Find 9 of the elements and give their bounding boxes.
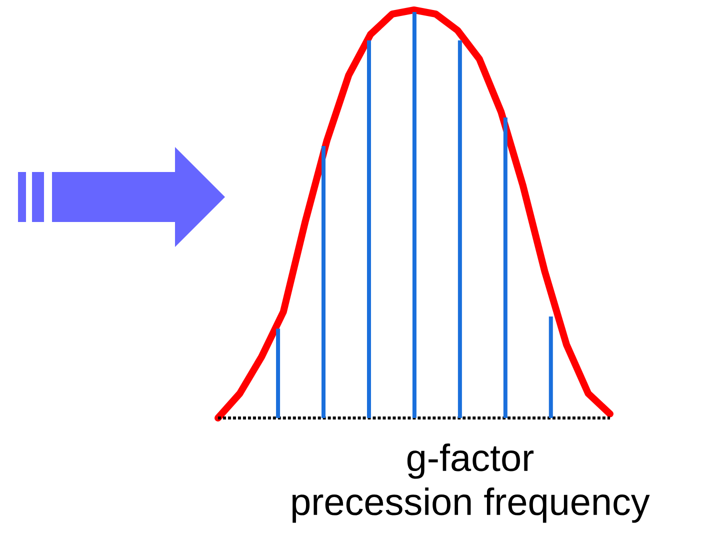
text: precession frequency bbox=[292, 488, 650, 523]
bar bbox=[548, 316, 553, 418]
bar bbox=[276, 328, 280, 418]
bar bbox=[366, 40, 371, 418]
bar bbox=[322, 146, 326, 418]
x-axis-title: g-factor bbox=[407, 444, 534, 479]
bar bbox=[503, 118, 508, 418]
bar bbox=[412, 12, 416, 418]
bar bbox=[458, 40, 462, 418]
